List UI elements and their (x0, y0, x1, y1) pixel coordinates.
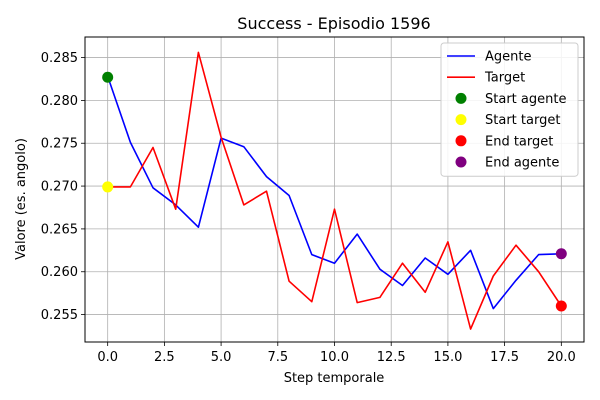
y-tick-label: 0.270 (41, 180, 78, 195)
legend-swatch (455, 156, 467, 168)
legend-label: Target (484, 71, 525, 86)
point-markers (102, 71, 567, 312)
chart-title: Success - Episodio 1596 (237, 14, 430, 33)
x-tick-label: 2.5 (154, 350, 175, 365)
y-tick-label: 0.255 (41, 308, 78, 323)
y-axis-label: Valore (es. angolo) (14, 138, 29, 260)
x-tick-label: 15.0 (433, 350, 462, 365)
legend-box (440, 42, 579, 177)
legend-label: Agente (485, 50, 531, 65)
legend-swatch (455, 135, 467, 147)
x-tick-label: 0.0 (97, 350, 118, 365)
legend-swatch (455, 92, 467, 104)
marker-start-target (102, 181, 114, 193)
x-tick-label: 20.0 (547, 350, 576, 365)
legend-label: Start agente (485, 92, 566, 107)
legend-label: End agente (485, 156, 559, 171)
marker-end-target (555, 300, 567, 312)
legend-swatch (455, 114, 467, 126)
y-tick-label: 0.280 (41, 94, 78, 109)
x-tick-label: 5.0 (211, 350, 232, 365)
x-tick-label: 17.5 (490, 350, 519, 365)
axes: 0.0 2.5 5.0 7.5 10.0 12.5 15.0 17.5 20.0 0.255 0.2… (41, 51, 576, 365)
x-tick-label: 7.5 (267, 350, 288, 365)
y-tick-label: 0.285 (41, 51, 78, 66)
series-line-target (107, 51, 562, 330)
x-axis-label: Step temporale (284, 371, 385, 386)
x-tick-label: 10.0 (320, 350, 349, 365)
series-lines (106, 51, 562, 330)
legend: Agente Target Start agente Start target End … (440, 42, 579, 177)
marker-start-agente (102, 71, 114, 83)
y-tick-label: 0.260 (41, 265, 78, 280)
x-tick-label: 12.5 (377, 350, 406, 365)
marker-end-agente (555, 248, 567, 260)
series-line-agente (106, 76, 562, 310)
y-tick-label: 0.275 (41, 137, 78, 152)
y-tick-label: 0.265 (41, 222, 78, 237)
legend-label: Start target (485, 113, 560, 128)
legend-label: End target (485, 134, 553, 149)
